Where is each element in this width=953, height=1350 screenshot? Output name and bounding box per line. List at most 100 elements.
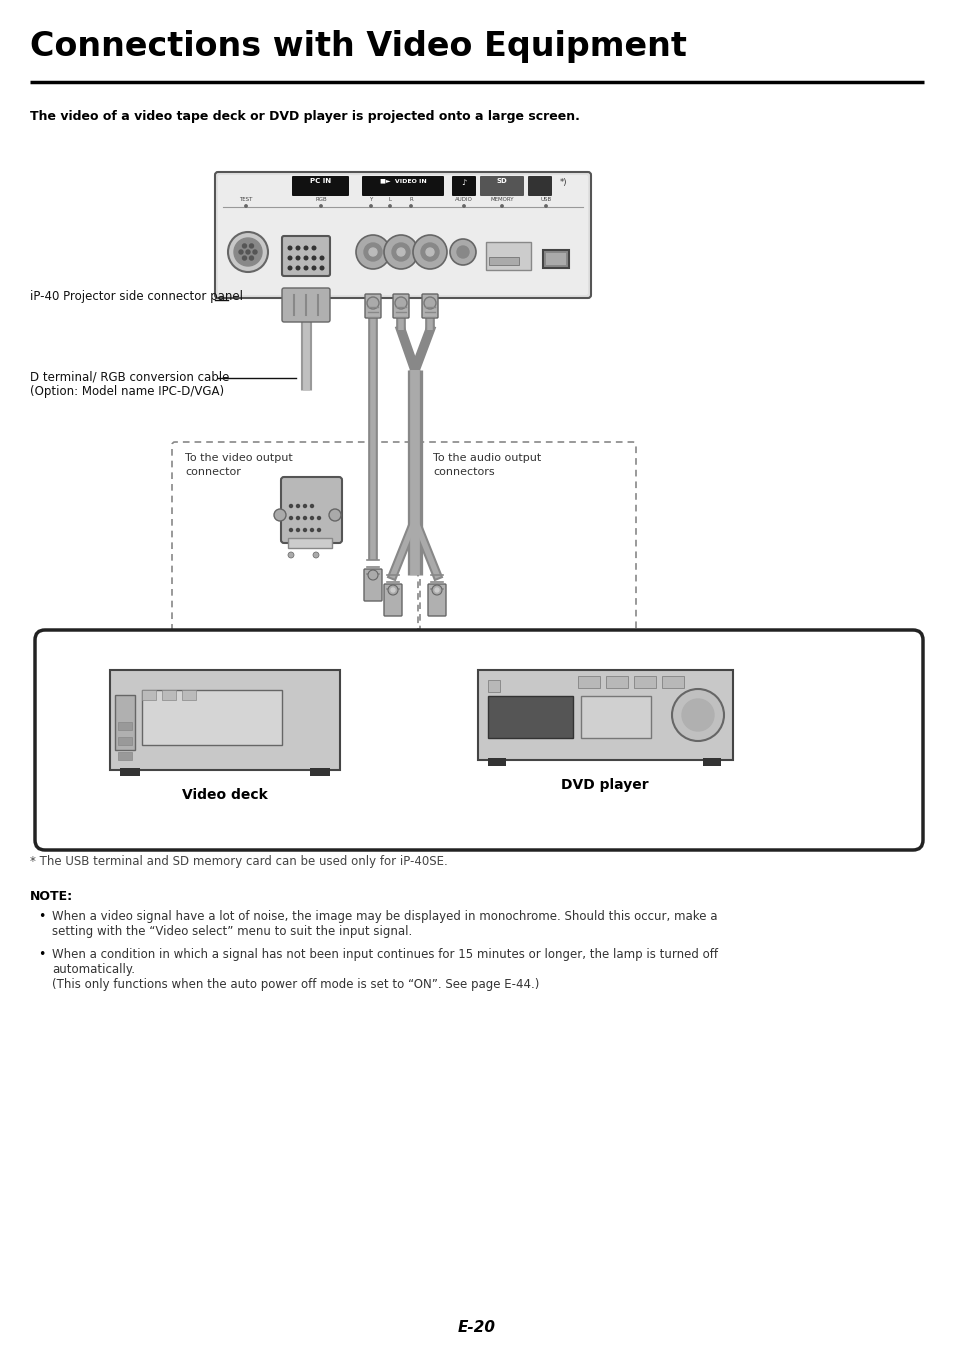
Circle shape xyxy=(391,589,395,593)
Circle shape xyxy=(250,256,253,261)
Circle shape xyxy=(370,205,372,207)
Text: *): *) xyxy=(559,178,567,188)
Bar xyxy=(485,242,531,270)
Text: setting with the “Video select” menu to suit the input signal.: setting with the “Video select” menu to … xyxy=(52,925,412,938)
Text: MEMORY: MEMORY xyxy=(490,197,514,202)
Bar xyxy=(489,256,518,265)
Circle shape xyxy=(320,256,323,259)
FancyBboxPatch shape xyxy=(282,288,330,323)
Text: RGB: RGB xyxy=(314,197,327,202)
Bar xyxy=(142,690,156,701)
Text: R: R xyxy=(409,197,413,202)
Circle shape xyxy=(432,585,441,595)
Circle shape xyxy=(671,688,723,741)
Circle shape xyxy=(288,256,292,259)
Bar xyxy=(488,697,573,738)
Circle shape xyxy=(420,243,438,261)
Circle shape xyxy=(355,235,390,269)
Circle shape xyxy=(242,244,246,248)
Circle shape xyxy=(500,205,502,207)
Circle shape xyxy=(462,205,465,207)
Text: To the video output: To the video output xyxy=(185,454,293,463)
Circle shape xyxy=(396,248,405,256)
Text: •: • xyxy=(38,948,46,961)
Text: ♪: ♪ xyxy=(461,178,466,188)
Circle shape xyxy=(274,509,286,521)
Bar xyxy=(578,676,599,688)
Bar xyxy=(310,768,330,776)
Circle shape xyxy=(296,528,299,532)
Bar xyxy=(182,690,195,701)
Circle shape xyxy=(384,235,417,269)
Text: SD: SD xyxy=(497,178,507,184)
Text: When a video signal have a lot of noise, the image may be displayed in monochrom: When a video signal have a lot of noise,… xyxy=(52,910,717,923)
Circle shape xyxy=(329,509,340,521)
Bar xyxy=(661,676,683,688)
Bar xyxy=(605,676,627,688)
Circle shape xyxy=(289,505,293,508)
Text: When a condition in which a signal has not been input continues for 15 minutes o: When a condition in which a signal has n… xyxy=(52,948,718,961)
Circle shape xyxy=(296,517,299,520)
Circle shape xyxy=(246,250,250,254)
Bar xyxy=(488,757,505,765)
Text: PC IN: PC IN xyxy=(310,178,332,184)
FancyBboxPatch shape xyxy=(527,176,552,196)
Circle shape xyxy=(312,266,315,270)
Bar xyxy=(545,252,565,265)
Circle shape xyxy=(389,205,391,207)
Bar xyxy=(118,752,132,760)
FancyBboxPatch shape xyxy=(35,630,923,850)
Text: (Option: Model name IPC-D/VGA): (Option: Model name IPC-D/VGA) xyxy=(30,385,224,398)
Circle shape xyxy=(368,570,377,580)
FancyBboxPatch shape xyxy=(218,176,587,296)
Circle shape xyxy=(317,517,320,520)
Bar xyxy=(162,690,175,701)
Circle shape xyxy=(413,235,447,269)
Bar xyxy=(542,250,568,269)
Circle shape xyxy=(392,243,410,261)
Bar xyxy=(115,695,135,751)
Circle shape xyxy=(388,585,397,595)
Circle shape xyxy=(312,246,315,250)
Text: E-20: E-20 xyxy=(457,1320,496,1335)
Bar xyxy=(580,697,650,738)
Circle shape xyxy=(253,250,256,254)
Circle shape xyxy=(288,246,292,250)
Circle shape xyxy=(364,243,381,261)
FancyBboxPatch shape xyxy=(428,585,446,616)
Text: DVD player: DVD player xyxy=(560,778,648,792)
Bar xyxy=(634,676,656,688)
Circle shape xyxy=(369,248,376,256)
Circle shape xyxy=(310,517,314,520)
Circle shape xyxy=(303,528,306,532)
Circle shape xyxy=(288,552,294,558)
Text: connectors: connectors xyxy=(433,467,494,477)
Circle shape xyxy=(233,238,262,266)
Circle shape xyxy=(312,256,315,259)
Text: Connections with Video Equipment: Connections with Video Equipment xyxy=(30,30,686,63)
Text: To the audio output: To the audio output xyxy=(433,454,540,463)
Text: * The USB terminal and SD memory card can be used only for iP-40SE.: * The USB terminal and SD memory card ca… xyxy=(30,855,447,868)
Circle shape xyxy=(313,552,318,558)
FancyBboxPatch shape xyxy=(452,176,476,196)
Circle shape xyxy=(296,505,299,508)
FancyBboxPatch shape xyxy=(477,670,732,760)
Circle shape xyxy=(395,297,407,309)
Circle shape xyxy=(367,297,378,309)
Circle shape xyxy=(317,528,320,532)
Circle shape xyxy=(289,517,293,520)
Text: automatically.: automatically. xyxy=(52,963,135,976)
Circle shape xyxy=(295,266,299,270)
FancyBboxPatch shape xyxy=(110,670,339,770)
Circle shape xyxy=(228,232,268,271)
Circle shape xyxy=(295,256,299,259)
Circle shape xyxy=(423,297,436,309)
FancyBboxPatch shape xyxy=(364,568,381,601)
Text: TEST: TEST xyxy=(239,197,253,202)
FancyBboxPatch shape xyxy=(365,294,380,319)
Text: iP-40 Projector side connector panel: iP-40 Projector side connector panel xyxy=(30,290,243,302)
Bar xyxy=(488,680,499,693)
Bar xyxy=(288,539,332,548)
Text: D terminal/ RGB conversion cable: D terminal/ RGB conversion cable xyxy=(30,370,229,383)
Text: L: L xyxy=(388,197,391,202)
